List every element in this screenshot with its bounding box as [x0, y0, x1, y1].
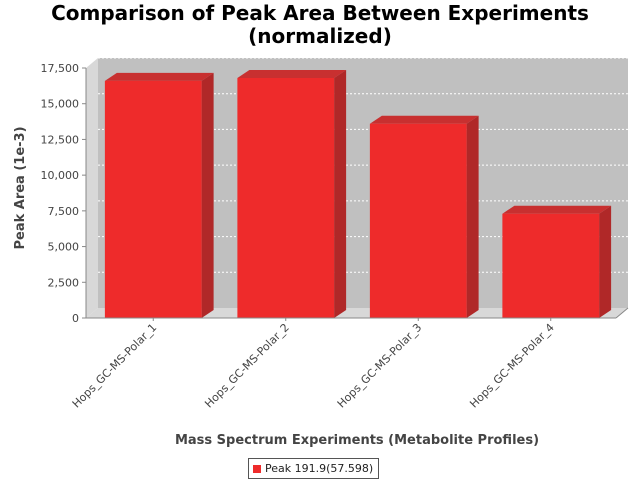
plot-back-wall [98, 58, 628, 308]
plot-area [86, 58, 629, 319]
y-tick-label: 15,000 [41, 98, 80, 111]
x-tick-label: Hops_GC-MS-Polar_3 [335, 321, 425, 411]
y-tick-label: 5,000 [48, 241, 80, 254]
bar-side [201, 72, 214, 318]
bar-top [369, 115, 479, 124]
bar-group [502, 205, 612, 318]
x-tick-label: Hops_GC-MS-Polar_4 [467, 321, 557, 411]
x-axis-ticks: Hops_GC-MS-Polar_1 Hops_GC-MS-Polar_2 Hops… [70, 318, 557, 410]
x-tick-label: Hops_GC-MS-Polar_1 [70, 321, 160, 411]
y-tick-label: 7,500 [48, 205, 80, 218]
y-tick-label: 17,500 [41, 62, 80, 75]
bar [502, 213, 600, 318]
y-tick-label: 2,500 [48, 276, 80, 289]
legend-label: Peak 191.9(57.598) [265, 462, 374, 475]
bar-side [466, 115, 479, 318]
x-tick-label: Hops_GC-MS-Polar_2 [202, 321, 292, 411]
legend: Peak 191.9(57.598) [248, 458, 380, 479]
chart-title-line-1: Comparison of Peak Area Between Experime… [51, 1, 589, 25]
bar-side [334, 70, 347, 318]
plot-left-wall [86, 58, 98, 318]
bar-top [502, 205, 612, 214]
bar-group [369, 115, 479, 318]
bar-top [104, 72, 214, 81]
bar-top [237, 70, 347, 78]
bar-group [104, 72, 214, 318]
chart-title-line-2: (normalized) [248, 24, 392, 48]
bar [237, 78, 335, 318]
x-axis-title: Mass Spectrum Experiments (Metabolite Pr… [175, 433, 539, 448]
y-tick-label: 10,000 [41, 169, 80, 182]
y-tick-label: 0 [72, 312, 79, 325]
plot-floor-edge [615, 307, 629, 319]
y-tick-label: 12,500 [41, 133, 80, 146]
bar [104, 80, 202, 318]
bar [369, 123, 467, 318]
legend-swatch [253, 464, 261, 473]
chart-title: Comparison of Peak Area Between Experime… [0, 2, 640, 48]
plot-floor [86, 308, 628, 318]
bars [104, 70, 612, 318]
bar-group [237, 70, 347, 318]
y-axis-title: Peak Area (1e-3) [13, 126, 28, 249]
y-axis-ticks: 0 2,500 5,000 7,500 10,000 12,500 15,000 17,500 [41, 62, 86, 325]
bar-side [599, 205, 612, 318]
axes [85, 68, 616, 319]
